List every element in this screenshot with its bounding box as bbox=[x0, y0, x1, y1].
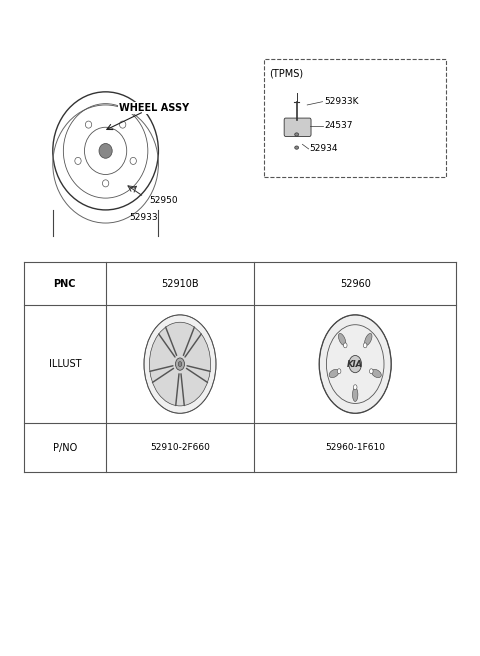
Ellipse shape bbox=[344, 343, 347, 348]
Ellipse shape bbox=[338, 333, 346, 345]
Ellipse shape bbox=[352, 388, 358, 401]
Text: PNC: PNC bbox=[54, 279, 76, 289]
Text: 52910B: 52910B bbox=[161, 279, 199, 289]
Ellipse shape bbox=[329, 369, 339, 378]
Ellipse shape bbox=[178, 361, 182, 367]
Text: WHEEL ASSY: WHEEL ASSY bbox=[119, 103, 189, 113]
Ellipse shape bbox=[365, 333, 372, 345]
Text: ILLUST: ILLUST bbox=[48, 359, 81, 369]
Ellipse shape bbox=[363, 343, 367, 348]
Ellipse shape bbox=[295, 146, 299, 150]
Ellipse shape bbox=[338, 348, 372, 380]
Text: 52960: 52960 bbox=[340, 279, 371, 289]
Ellipse shape bbox=[144, 315, 216, 413]
FancyBboxPatch shape bbox=[284, 118, 311, 136]
Text: (TPMS): (TPMS) bbox=[269, 69, 303, 79]
Ellipse shape bbox=[149, 322, 211, 406]
Ellipse shape bbox=[319, 315, 391, 413]
Text: 52933: 52933 bbox=[130, 213, 158, 222]
Ellipse shape bbox=[99, 144, 112, 158]
Text: P/NO: P/NO bbox=[53, 443, 77, 453]
Text: 52934: 52934 bbox=[310, 144, 338, 154]
Ellipse shape bbox=[176, 358, 184, 370]
Ellipse shape bbox=[295, 133, 299, 136]
Ellipse shape bbox=[353, 384, 357, 390]
Ellipse shape bbox=[349, 356, 361, 373]
Ellipse shape bbox=[372, 369, 381, 378]
Bar bbox=[264, 59, 446, 177]
Text: 52933K: 52933K bbox=[324, 97, 359, 106]
Text: 52910-2F660: 52910-2F660 bbox=[150, 443, 210, 452]
Ellipse shape bbox=[337, 369, 341, 374]
Text: KIA: KIA bbox=[347, 359, 363, 369]
Text: 24537: 24537 bbox=[324, 121, 352, 131]
Text: 52950: 52950 bbox=[149, 195, 178, 205]
Text: 52960-1F610: 52960-1F610 bbox=[325, 443, 385, 452]
Ellipse shape bbox=[370, 369, 373, 374]
